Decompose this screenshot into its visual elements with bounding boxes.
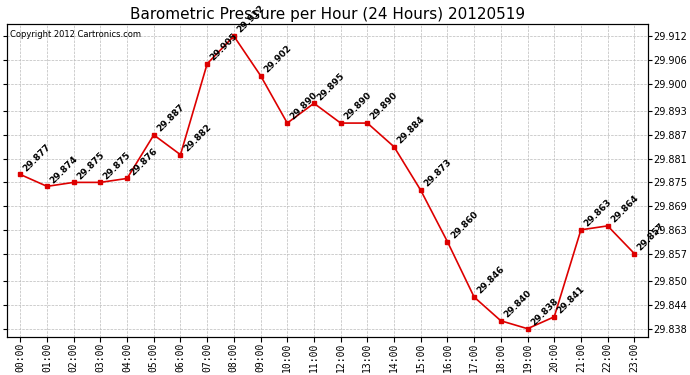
Text: 29.860: 29.860 [448,210,480,240]
Text: 29.887: 29.887 [155,102,186,134]
Title: Barometric Pressure per Hour (24 Hours) 20120519: Barometric Pressure per Hour (24 Hours) … [130,7,525,22]
Text: 29.841: 29.841 [555,284,586,315]
Text: 29.857: 29.857 [635,221,667,252]
Text: 29.863: 29.863 [582,198,613,228]
Text: 29.882: 29.882 [182,122,213,153]
Text: 29.890: 29.890 [288,91,319,122]
Text: 29.890: 29.890 [368,91,400,122]
Text: 29.895: 29.895 [315,71,346,102]
Text: 29.874: 29.874 [48,154,79,185]
Text: 29.912: 29.912 [235,4,266,35]
Text: 29.876: 29.876 [128,146,159,177]
Text: 29.846: 29.846 [475,265,506,296]
Text: 29.884: 29.884 [395,114,426,146]
Text: 29.877: 29.877 [21,142,53,173]
Text: 29.875: 29.875 [75,150,106,181]
Text: 29.902: 29.902 [262,43,293,74]
Text: 29.840: 29.840 [502,288,533,320]
Text: 29.890: 29.890 [342,91,373,122]
Text: 29.875: 29.875 [101,150,132,181]
Text: 29.873: 29.873 [422,158,453,189]
Text: 29.905: 29.905 [208,32,239,62]
Text: Copyright 2012 Cartronics.com: Copyright 2012 Cartronics.com [10,30,141,39]
Text: 29.838: 29.838 [529,296,560,327]
Text: 29.864: 29.864 [609,194,640,225]
